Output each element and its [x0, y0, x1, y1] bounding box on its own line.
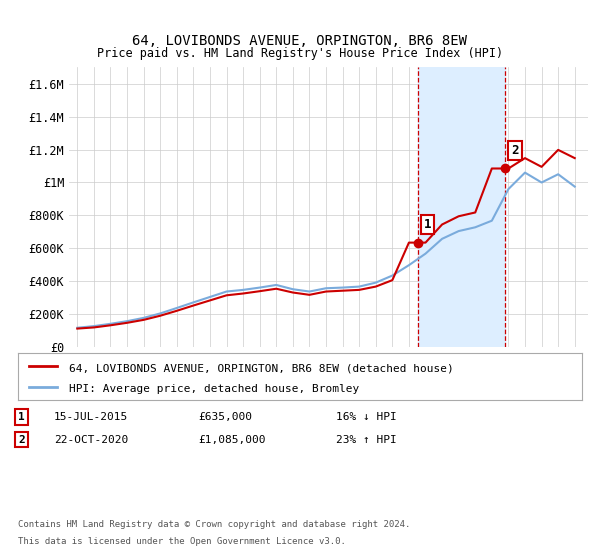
Text: Contains HM Land Registry data © Crown copyright and database right 2024.: Contains HM Land Registry data © Crown c… [18, 520, 410, 529]
Text: 1: 1 [424, 218, 431, 231]
Text: 1: 1 [18, 412, 25, 422]
Text: £1,085,000: £1,085,000 [198, 435, 265, 445]
Text: 15-JUL-2015: 15-JUL-2015 [54, 412, 128, 422]
Text: 22-OCT-2020: 22-OCT-2020 [54, 435, 128, 445]
Text: 64, LOVIBONDS AVENUE, ORPINGTON, BR6 8EW (detached house): 64, LOVIBONDS AVENUE, ORPINGTON, BR6 8EW… [69, 363, 454, 373]
Text: 2: 2 [511, 144, 518, 157]
Text: This data is licensed under the Open Government Licence v3.0.: This data is licensed under the Open Gov… [18, 537, 346, 546]
Text: £635,000: £635,000 [198, 412, 252, 422]
Text: 64, LOVIBONDS AVENUE, ORPINGTON, BR6 8EW: 64, LOVIBONDS AVENUE, ORPINGTON, BR6 8EW [133, 34, 467, 48]
Bar [418, 67, 505, 347]
Text: 2: 2 [18, 435, 25, 445]
Text: HPI: Average price, detached house, Bromley: HPI: Average price, detached house, Brom… [69, 384, 359, 394]
Text: 23% ↑ HPI: 23% ↑ HPI [336, 435, 397, 445]
Text: Price paid vs. HM Land Registry's House Price Index (HPI): Price paid vs. HM Land Registry's House … [97, 47, 503, 60]
Text: 16% ↓ HPI: 16% ↓ HPI [336, 412, 397, 422]
